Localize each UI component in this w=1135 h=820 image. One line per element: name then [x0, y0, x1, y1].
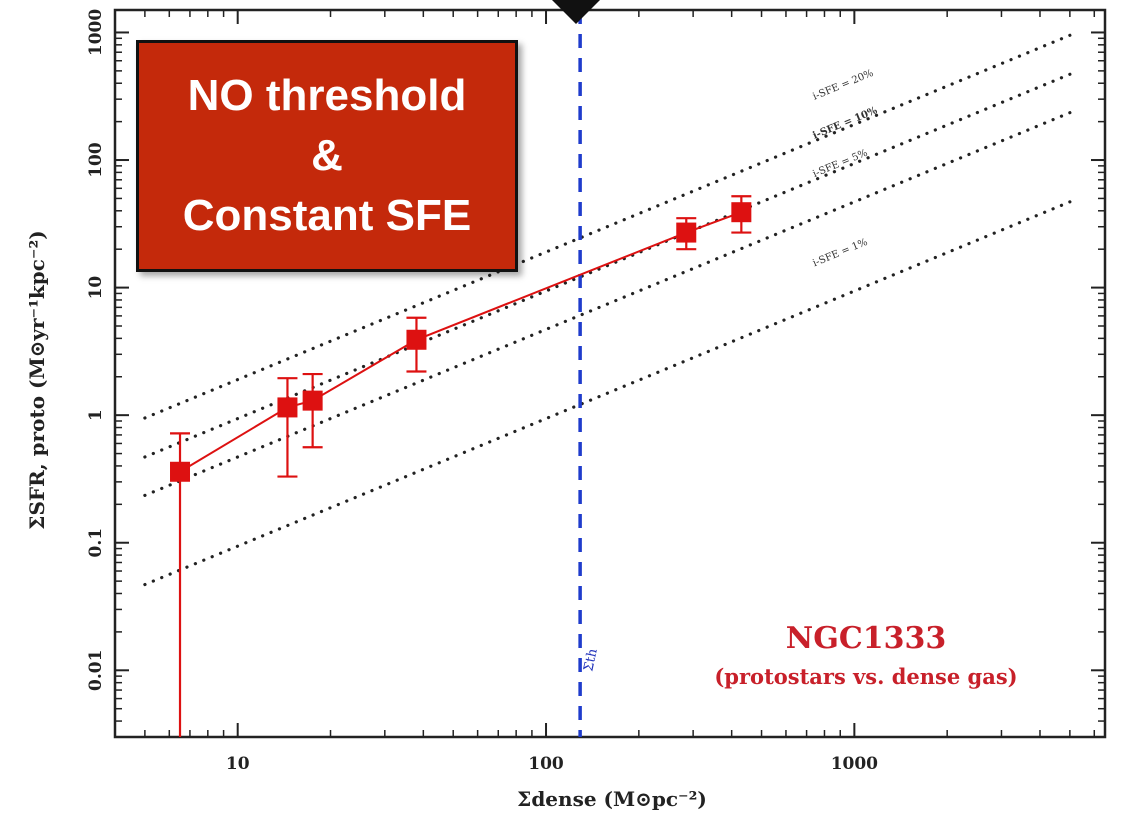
annotation-subtitle: (protostars vs. dense gas)	[714, 664, 1017, 689]
plot-frame	[113, 8, 1107, 739]
y-axis-label: ΣSFR, proto (M⊙yr⁻¹kpc⁻²)	[25, 230, 49, 529]
x-tick-label: 10	[226, 754, 250, 774]
axis-ticks	[114, 10, 1105, 738]
y-tick-label: 0.1	[86, 528, 106, 558]
data-point	[170, 461, 191, 482]
x-tick-label: 100	[528, 754, 564, 774]
tick-labels: 10 100 1000 0.01 0.1 1 10 100 1000	[86, 9, 878, 774]
y-tick-label: 10	[86, 276, 106, 300]
data-series	[170, 195, 752, 737]
annotation-title: NGC1333	[786, 621, 946, 656]
callout-line-2: &	[311, 131, 343, 180]
sfe-line-label: i-SFE = 20%	[811, 68, 875, 103]
threshold-line-group: Σth	[578, 10, 601, 737]
callout-line-1: NO threshold	[187, 71, 467, 120]
threshold-label: Σth	[581, 647, 601, 673]
y-tick-label: 1000	[86, 9, 106, 56]
sfe-reference-line	[143, 33, 1072, 420]
plot-frame-border	[113, 8, 1107, 739]
sfe-reference-line	[143, 72, 1072, 459]
sfe-line-label: i-SFE = 1%	[811, 237, 869, 269]
data-point	[731, 202, 752, 223]
callout-line-3: Constant SFE	[182, 191, 472, 240]
y-tick-label: 0.01	[86, 650, 106, 691]
sfe-reference-line	[143, 200, 1072, 587]
sfe-reference-line	[143, 111, 1072, 497]
sfe-line-label: i-SFE = 5%	[811, 148, 869, 180]
y-tick-label: 100	[86, 142, 106, 178]
arrow-head-icon	[552, 0, 600, 24]
sfe-line-label: i-SFE = 10%	[811, 105, 879, 142]
x-tick-label: 1000	[831, 754, 878, 774]
callout-box: NO threshold & Constant SFE	[136, 40, 518, 272]
data-point	[302, 390, 323, 411]
data-point	[277, 397, 298, 418]
data-point	[406, 329, 427, 350]
data-point	[676, 222, 697, 243]
x-axis-label: Σdense (M⊙pc⁻²)	[517, 787, 707, 811]
y-tick-label: 1	[86, 409, 106, 421]
